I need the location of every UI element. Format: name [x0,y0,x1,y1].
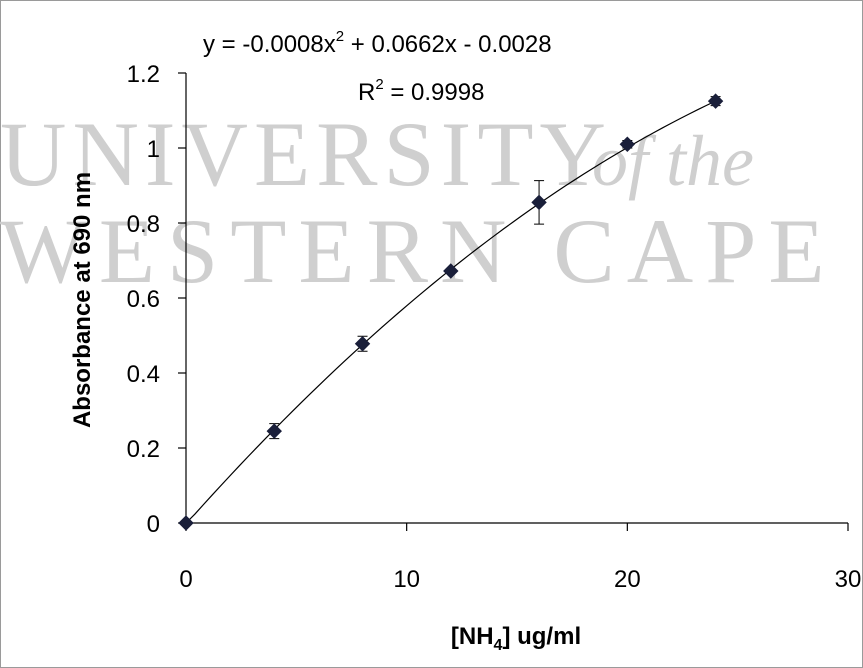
data-point [266,423,282,439]
trendline-equation: y = -0.0008x2 + 0.0662x - 0.0028 [203,28,552,58]
x-tick-label: 10 [393,566,420,593]
y-tick-label: 0.8 [127,211,160,238]
y-axis-title: Absorbance at 690 nm [69,172,96,428]
y-tick-label: 0.4 [127,361,160,388]
x-axis-title: [NH4] ug/ml [451,623,581,654]
x-tick-label: 30 [835,566,862,593]
university-watermark: UNIVERSITY of the WESTERN CAPE [0,103,837,302]
y-tick-label: 0.6 [127,286,160,313]
watermark-line2: WESTERN CAPE [0,200,837,302]
data-point [443,263,459,279]
watermark-line1: UNIVERSITY [0,103,612,205]
data-point [531,194,547,211]
r-squared-label: R2 = 0.9998 [358,76,484,106]
y-axis-ticks: 0 0.2 0.4 0.6 0.8 1 1.2 [127,61,186,538]
y-tick-label: 1.2 [127,61,160,88]
y-tick-label: 0.2 [127,436,160,463]
data-points [178,93,724,531]
data-point [178,515,194,531]
data-point [354,336,371,352]
watermark-line1-italic: of the [592,121,754,201]
data-point [619,136,636,152]
x-tick-label: 20 [614,566,641,593]
x-tick-label: 0 [179,566,192,593]
y-tick-label: 0 [147,511,160,538]
x-axis-ticks: 0 10 20 30 [179,523,861,593]
y-tick-label: 1 [147,136,160,163]
data-point [707,93,724,109]
